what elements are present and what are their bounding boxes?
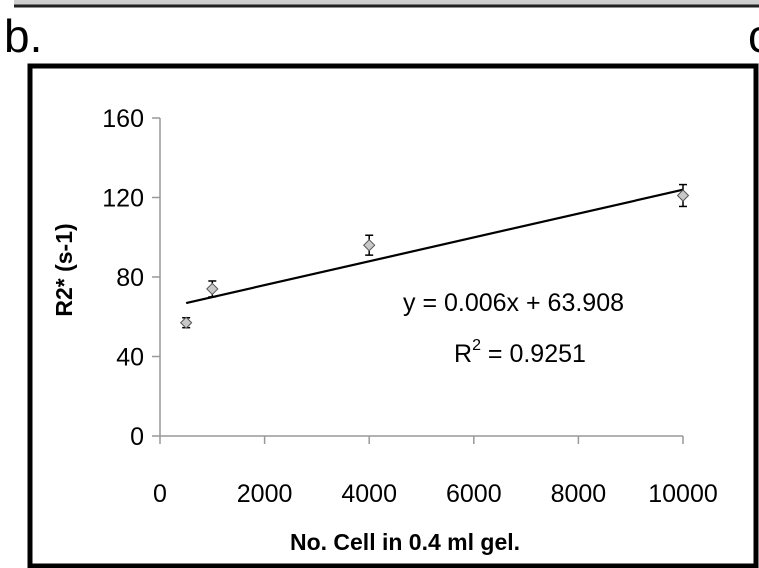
data-point <box>362 238 376 252</box>
panel-border <box>27 63 759 568</box>
y-tick-label: 160 <box>102 105 144 133</box>
top-frame-edge <box>14 0 759 6</box>
x-ticks: 0 2000 4000 6000 8000 10000 <box>153 436 718 508</box>
trendline-r-squared: R2 = 0.9251 <box>454 337 586 368</box>
x-tick-label: 6000 <box>446 480 502 508</box>
r2-superscript: 2 <box>472 337 481 354</box>
r2-prefix: R <box>454 340 472 368</box>
y-tick-label: 120 <box>102 185 144 213</box>
y-axis-title: R2* (s-1) <box>51 223 77 316</box>
x-tick-label: 4000 <box>341 480 397 508</box>
y-tick-label: 80 <box>116 264 144 292</box>
x-tick-label: 8000 <box>551 480 607 508</box>
r2-suffix: = 0.9251 <box>481 340 586 368</box>
neighbor-panel-label: c <box>748 10 759 62</box>
x-tick-label: 10000 <box>648 480 718 508</box>
data-points <box>179 183 690 329</box>
y-tick-label: 40 <box>116 344 144 372</box>
trendline-equation: y = 0.006x + 63.908 <box>403 289 624 317</box>
x-tick-label: 0 <box>153 480 167 508</box>
data-point <box>179 316 193 329</box>
data-point <box>676 189 690 202</box>
x-axis-title: No. Cell in 0.4 ml gel. <box>290 529 520 555</box>
x-tick-label: 2000 <box>237 480 293 508</box>
y-tick-label: 0 <box>130 423 144 451</box>
data-point <box>206 282 219 296</box>
panel-label: b. <box>4 10 42 62</box>
trendline <box>185 188 684 305</box>
y-ticks: 0 40 80 120 160 <box>102 105 160 451</box>
